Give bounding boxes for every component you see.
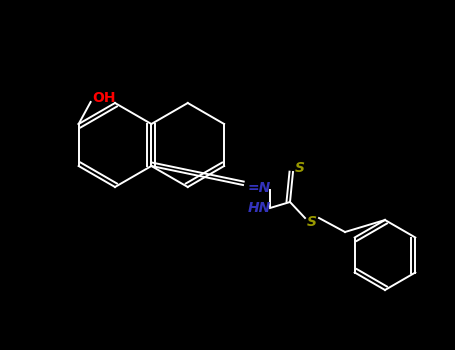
- Text: S: S: [295, 161, 305, 175]
- Text: S: S: [307, 215, 317, 229]
- Text: =N: =N: [248, 181, 271, 195]
- Text: OH: OH: [93, 91, 116, 105]
- Text: HN: HN: [248, 201, 271, 215]
